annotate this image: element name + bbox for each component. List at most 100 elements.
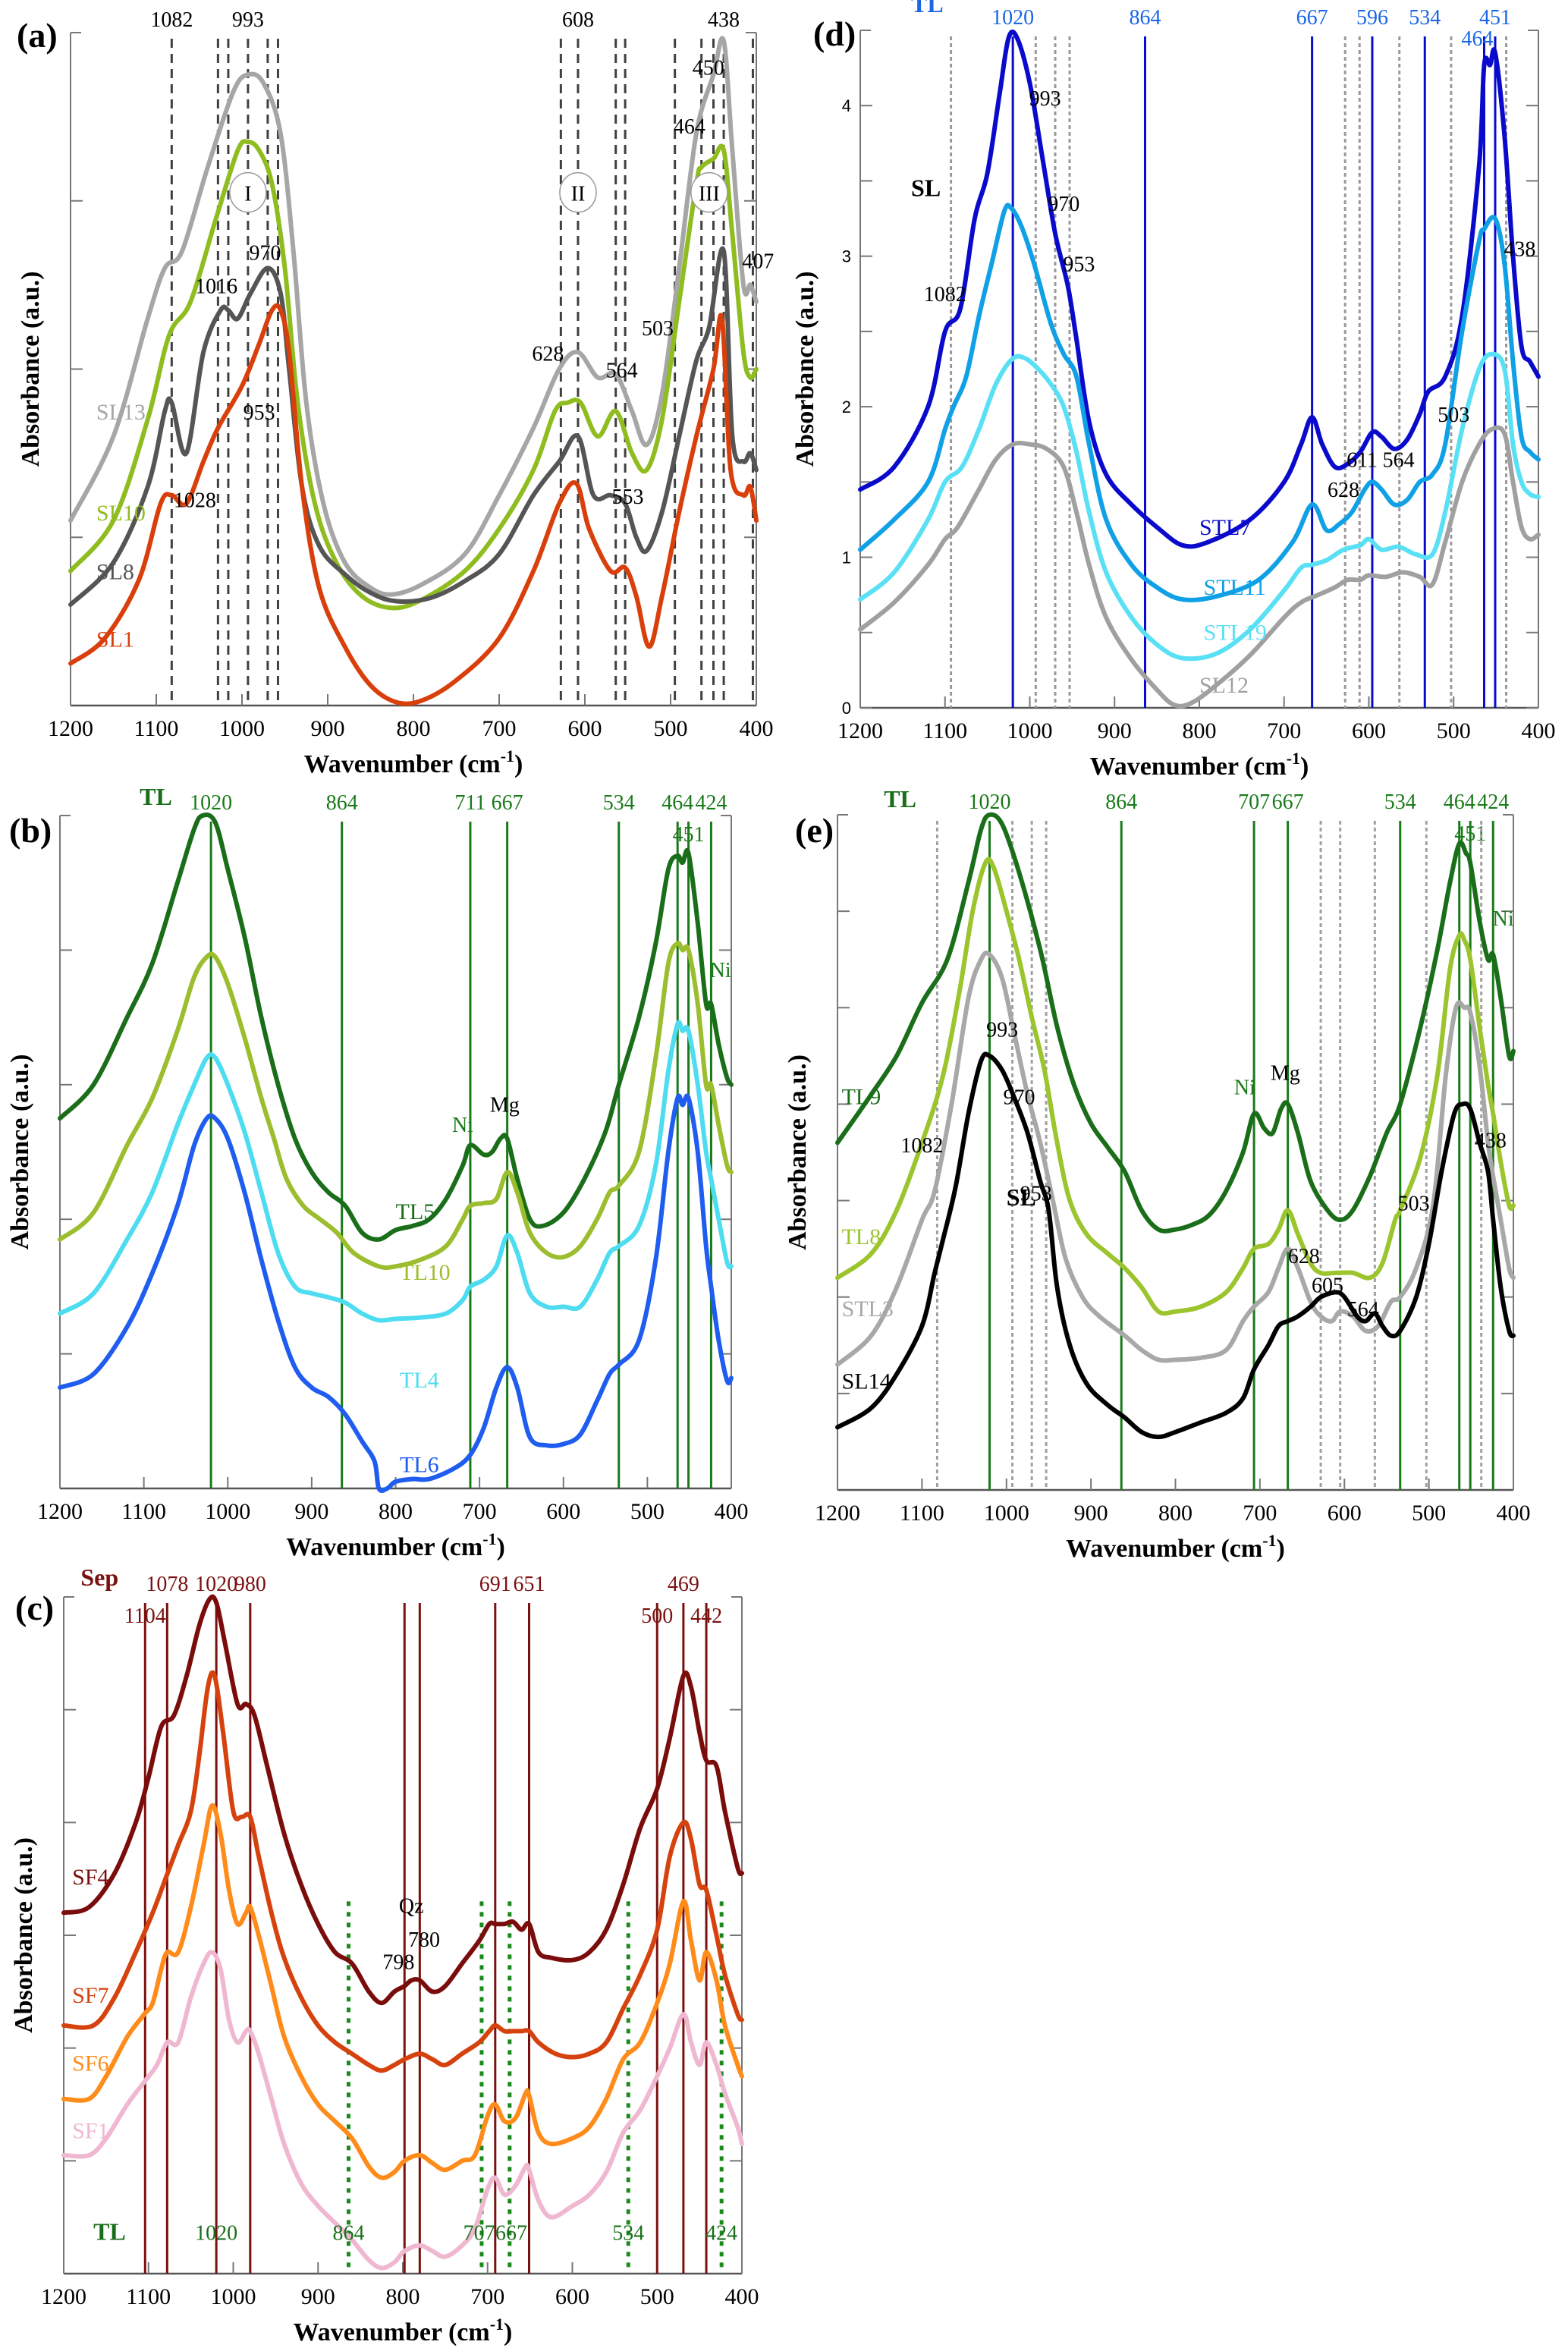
reference-line-label: 424 xyxy=(695,791,727,815)
x-tick-label: 1000 xyxy=(1007,718,1053,743)
reference-line-label: 438 xyxy=(708,8,740,32)
x-tick-label: 700 xyxy=(1243,1501,1277,1526)
reference-line-label: 469 xyxy=(668,1573,699,1596)
peak-annotation: 707 xyxy=(463,2221,495,2245)
peak-annotation: 1020 xyxy=(195,2221,237,2245)
peak-annotation: Mg xyxy=(490,1093,520,1117)
series-label: SF1 xyxy=(72,2119,108,2144)
y-tick-label: 2 xyxy=(842,398,851,416)
peak-annotation: 953 xyxy=(244,401,275,425)
group-label: SL xyxy=(911,174,941,201)
x-tick-label: 700 xyxy=(482,716,517,741)
series-label: SF6 xyxy=(72,2051,108,2076)
x-tick-label: 500 xyxy=(1412,1501,1446,1526)
series-line-sl13 xyxy=(68,36,759,597)
peak-annotation: Ni xyxy=(1493,907,1514,931)
reference-line-label: 1078 xyxy=(146,1573,188,1596)
series-line-tl6 xyxy=(58,1093,734,1493)
region-marker-label: I xyxy=(244,183,251,206)
x-tick-label: 500 xyxy=(1437,718,1471,743)
reference-line-label: 1082 xyxy=(150,8,193,32)
x-tick-label: 800 xyxy=(397,716,431,741)
panel-c: 1200 1100 1000 900 800 700 600 500 400 Wavenumber… xyxy=(10,1564,759,2346)
series-label: SL8 xyxy=(96,560,134,585)
reference-line-label: 1020 xyxy=(991,6,1034,30)
peak-annotation: 970 xyxy=(250,241,281,265)
peak-annotation: 503 xyxy=(642,317,674,341)
series-label: SF7 xyxy=(72,1983,108,2008)
reference-line-label: 500 xyxy=(641,1605,673,1628)
x-tick-label: 900 xyxy=(301,2284,335,2309)
reference-line-label: 451 xyxy=(673,823,705,847)
reference-line-label: 1020 xyxy=(190,791,232,815)
x-tick-label: 400 xyxy=(740,716,774,741)
series-line-stl11 xyxy=(858,203,1541,602)
peak-annotation: 564 xyxy=(1347,1298,1379,1322)
peak-annotation: 534 xyxy=(612,2221,644,2245)
x-tick-label: 1100 xyxy=(134,716,179,741)
series-line-sl14 xyxy=(835,1051,1516,1440)
x-tick-label: 600 xyxy=(555,2284,589,2309)
y-axis-label: Absorbance (a.u.) xyxy=(791,272,819,467)
x-tick-label: 500 xyxy=(654,716,688,741)
peak-annotation: 503 xyxy=(1438,404,1469,427)
series-line-tl9 xyxy=(835,812,1516,1234)
panel-b: 1200 1100 1000 900 800 700 600 500 400 Wavenumber… xyxy=(6,783,749,1561)
reference-line-label: 864 xyxy=(326,791,358,815)
x-tick-label: 900 xyxy=(1098,718,1132,743)
peak-annotation: 1016 xyxy=(195,275,237,299)
panel-d: 0 1 2 3 4 1200 1100 1000 900 800 700 600 500 400 Waven… xyxy=(791,0,1556,781)
series-line-tl8 xyxy=(835,856,1516,1316)
reference-line-label: 864 xyxy=(1129,6,1161,30)
reference-line-label: 464 xyxy=(1444,790,1475,814)
x-tick-label: 1000 xyxy=(219,716,265,741)
x-tick-label: 900 xyxy=(1074,1501,1108,1526)
reference-line-label: 667 xyxy=(492,791,523,815)
x-tick-label: 800 xyxy=(1183,718,1217,743)
peak-annotation: 1082 xyxy=(900,1134,943,1158)
series-label: TL8 xyxy=(842,1224,881,1249)
group-label: TL xyxy=(884,785,916,812)
peak-annotation: 407 xyxy=(742,250,774,273)
reference-line-label: 1020 xyxy=(968,790,1010,814)
x-tick-label: 700 xyxy=(463,1499,497,1524)
peak-annotation: Mg xyxy=(1271,1062,1300,1086)
series-label: TL4 xyxy=(400,1368,439,1393)
group-label: Sep xyxy=(80,1564,118,1591)
series-line-sf4 xyxy=(61,1594,744,2006)
reference-line-label: 596 xyxy=(1356,6,1388,30)
panel-label: (e) xyxy=(795,811,834,850)
peak-annotation: 438 xyxy=(1475,1130,1507,1153)
x-tick-label: 900 xyxy=(311,716,345,741)
x-tick-label: 1200 xyxy=(837,718,883,743)
reference-line-label: 864 xyxy=(1105,790,1137,814)
reference-line-label: 667 xyxy=(1272,790,1304,814)
peak-annotation: Ni xyxy=(1234,1076,1255,1100)
peak-annotation: 953 xyxy=(1020,1183,1052,1206)
peak-annotation: 438 xyxy=(1504,238,1535,262)
peak-annotation: 450 xyxy=(693,56,724,80)
reference-line-label: 534 xyxy=(1384,790,1416,814)
x-tick-label: 1000 xyxy=(984,1501,1029,1526)
x-tick-label: 1100 xyxy=(922,718,967,743)
x-axis-label: Wavenumber (cm-1) xyxy=(286,1529,505,1561)
series-label: STL3 xyxy=(842,1297,894,1322)
reference-line-label: 667 xyxy=(1296,6,1328,30)
y-tick-label: 1 xyxy=(842,548,851,567)
x-tick-label: 500 xyxy=(640,2284,674,2309)
x-tick-label: 600 xyxy=(568,716,602,741)
x-tick-label: 1200 xyxy=(41,2284,86,2309)
y-axis-label: Absorbance (a.u.) xyxy=(6,1054,34,1250)
reference-line-label: 691 xyxy=(479,1573,511,1596)
y-axis-label: Absorbance (a.u.) xyxy=(17,272,45,467)
panel-label: (a) xyxy=(17,16,58,55)
peak-annotation: 553 xyxy=(612,486,644,509)
reference-line-label: 451 xyxy=(1479,6,1511,30)
panel-label: (b) xyxy=(9,811,52,850)
series-label: SL13 xyxy=(96,400,146,425)
peak-annotation: 628 xyxy=(532,342,564,366)
series-label: SL1 xyxy=(96,627,134,652)
y-tick-label: 3 xyxy=(842,247,851,266)
region-marker-circle xyxy=(690,171,728,213)
